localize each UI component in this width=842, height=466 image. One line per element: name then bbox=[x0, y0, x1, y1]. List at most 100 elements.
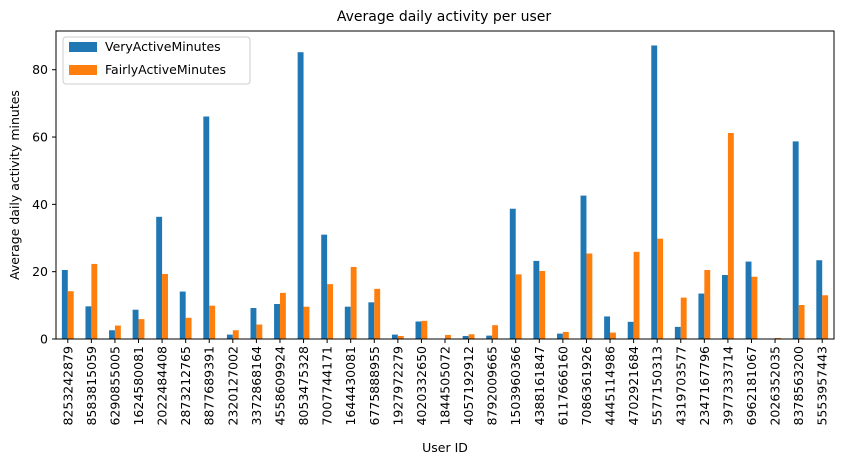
legend-swatch-very-active bbox=[69, 42, 97, 52]
bar-fairly-active-5553957443 bbox=[822, 295, 829, 339]
x-tick-label: 2347167796 bbox=[697, 346, 712, 426]
bar-fairly-active-8877689391 bbox=[209, 305, 216, 339]
x-tick-label: 8253242879 bbox=[60, 346, 75, 426]
bar-fairly-active-8378563200 bbox=[798, 305, 805, 339]
x-tick-label: 4319703577 bbox=[673, 346, 688, 426]
bar-very-active-6962181067 bbox=[745, 261, 752, 339]
bar-fairly-active-6775888955 bbox=[374, 288, 381, 339]
bar-fairly-active-2320127002 bbox=[232, 330, 239, 339]
x-tick-label: 5577150313 bbox=[650, 346, 665, 426]
bar-very-active-3372868164 bbox=[250, 308, 257, 339]
bars-group bbox=[61, 45, 829, 340]
bar-very-active-7007744171 bbox=[321, 234, 328, 339]
bar-fairly-active-7007744171 bbox=[327, 284, 334, 339]
bar-fairly-active-2026352035 bbox=[775, 337, 781, 339]
x-tick-label: 1624580081 bbox=[131, 346, 146, 426]
bar-very-active-2347167796 bbox=[698, 293, 705, 339]
x-tick-label: 3372868164 bbox=[249, 346, 264, 426]
bar-fairly-active-7086361926 bbox=[586, 253, 593, 339]
bar-fairly-active-4319703577 bbox=[680, 297, 687, 339]
x-tick-label: 4445114986 bbox=[603, 346, 618, 426]
bar-fairly-active-4057192912 bbox=[468, 334, 475, 339]
y-tick-label: 60 bbox=[32, 130, 48, 145]
bar-very-active-2022484408 bbox=[156, 216, 163, 339]
x-axis-label: User ID bbox=[422, 440, 468, 455]
bar-very-active-4057192912 bbox=[462, 335, 469, 339]
bar-very-active-8378563200 bbox=[792, 141, 799, 339]
legend: VeryActiveMinutes FairlyActiveMinutes bbox=[62, 36, 251, 85]
bar-very-active-6775888955 bbox=[368, 302, 375, 339]
bar-fairly-active-3372868164 bbox=[256, 324, 263, 339]
x-tick-label: 8583815059 bbox=[84, 346, 99, 426]
bar-very-active-3977333714 bbox=[722, 275, 728, 339]
y-tick-label: 0 bbox=[40, 332, 48, 347]
x-tick-label: 8053475328 bbox=[296, 346, 311, 426]
chart-title: Average daily activity per user bbox=[337, 9, 551, 25]
bar-very-active-4388161847 bbox=[533, 260, 540, 339]
x-tick-label: 1927972279 bbox=[390, 346, 405, 426]
bar-fairly-active-8583815059 bbox=[91, 263, 98, 339]
bar-fairly-active-4702921684 bbox=[633, 251, 640, 339]
bar-fairly-active-4388161847 bbox=[539, 271, 546, 339]
bar-fairly-active-2347167796 bbox=[704, 269, 711, 339]
x-tick-label: 6290855005 bbox=[107, 346, 122, 426]
x-tick-label: 7086361926 bbox=[579, 346, 594, 426]
y-axis: 0 20 40 60 80 bbox=[32, 62, 56, 347]
x-tick-label: 6117666160 bbox=[555, 346, 570, 426]
bar-very-active-4319703577 bbox=[674, 326, 681, 339]
x-axis: 8253242879 8583815059 6290855005 1624580081… bbox=[60, 339, 830, 426]
bar-fairly-active-8792009665 bbox=[492, 325, 499, 339]
legend-label-very-active: VeryActiveMinutes bbox=[105, 39, 221, 54]
y-tick-label: 20 bbox=[32, 264, 48, 279]
x-tick-label: 8378563200 bbox=[791, 346, 806, 426]
bar-fairly-active-1624580081 bbox=[138, 319, 145, 339]
legend-swatch-fairly-active bbox=[69, 65, 97, 75]
legend-frame bbox=[62, 36, 251, 85]
bar-fairly-active-2873212765 bbox=[185, 317, 192, 339]
bar-very-active-7086361926 bbox=[580, 195, 587, 339]
x-tick-label: 2320127002 bbox=[225, 346, 240, 426]
bar-fairly-active-4020332650 bbox=[421, 320, 428, 339]
bar-very-active-8053475328 bbox=[297, 52, 304, 340]
bar-fairly-active-5577150313 bbox=[657, 238, 664, 339]
bar-very-active-1644430081 bbox=[344, 306, 351, 339]
x-tick-label: 4388161847 bbox=[532, 346, 547, 426]
x-tick-label: 6962181067 bbox=[744, 346, 759, 426]
bar-fairly-active-1503960366 bbox=[515, 274, 522, 339]
bar-very-active-8792009665 bbox=[486, 335, 493, 339]
bar-fairly-active-1644430081 bbox=[350, 266, 357, 339]
x-tick-label: 4020332650 bbox=[414, 346, 429, 426]
x-tick-label: 3977333714 bbox=[720, 346, 735, 426]
bar-fairly-active-2022484408 bbox=[162, 274, 168, 339]
bar-very-active-4702921684 bbox=[627, 321, 634, 339]
bar-very-active-4445114986 bbox=[604, 316, 611, 339]
x-tick-label: 2873212765 bbox=[178, 346, 193, 426]
x-tick-label: 5553957443 bbox=[815, 346, 830, 426]
bar-fairly-active-6117666160 bbox=[562, 331, 569, 339]
y-tick-label: 80 bbox=[32, 62, 48, 77]
bar-fairly-active-6290855005 bbox=[114, 325, 121, 339]
bar-fairly-active-1844505072 bbox=[445, 334, 451, 339]
bar-very-active-8877689391 bbox=[203, 116, 210, 339]
bar-very-active-6117666160 bbox=[556, 333, 563, 339]
bar-very-active-2320127002 bbox=[226, 334, 233, 339]
bar-very-active-4020332650 bbox=[415, 321, 422, 339]
bar-fairly-active-8053475328 bbox=[303, 306, 310, 339]
bar-very-active-6290855005 bbox=[109, 330, 115, 339]
x-tick-label: 4057192912 bbox=[461, 346, 476, 426]
x-tick-label: 1844505072 bbox=[438, 346, 453, 426]
bar-very-active-1503960366 bbox=[509, 208, 516, 339]
y-axis-label: Average daily activity minutes bbox=[7, 90, 22, 280]
x-tick-label: 4702921684 bbox=[626, 346, 641, 426]
x-tick-label: 2022484408 bbox=[155, 346, 170, 426]
legend-label-fairly-active: FairlyActiveMinutes bbox=[105, 62, 226, 77]
bar-fairly-active-8253242879 bbox=[67, 291, 74, 339]
bar-very-active-8583815059 bbox=[85, 306, 92, 339]
bar-very-active-2873212765 bbox=[179, 291, 186, 339]
plot-frame bbox=[55, 30, 835, 340]
bar-fairly-active-3977333714 bbox=[727, 132, 734, 339]
bar-very-active-1624580081 bbox=[132, 309, 139, 339]
x-tick-label: 1644430081 bbox=[343, 346, 358, 426]
bar-very-active-5577150313 bbox=[651, 45, 658, 339]
